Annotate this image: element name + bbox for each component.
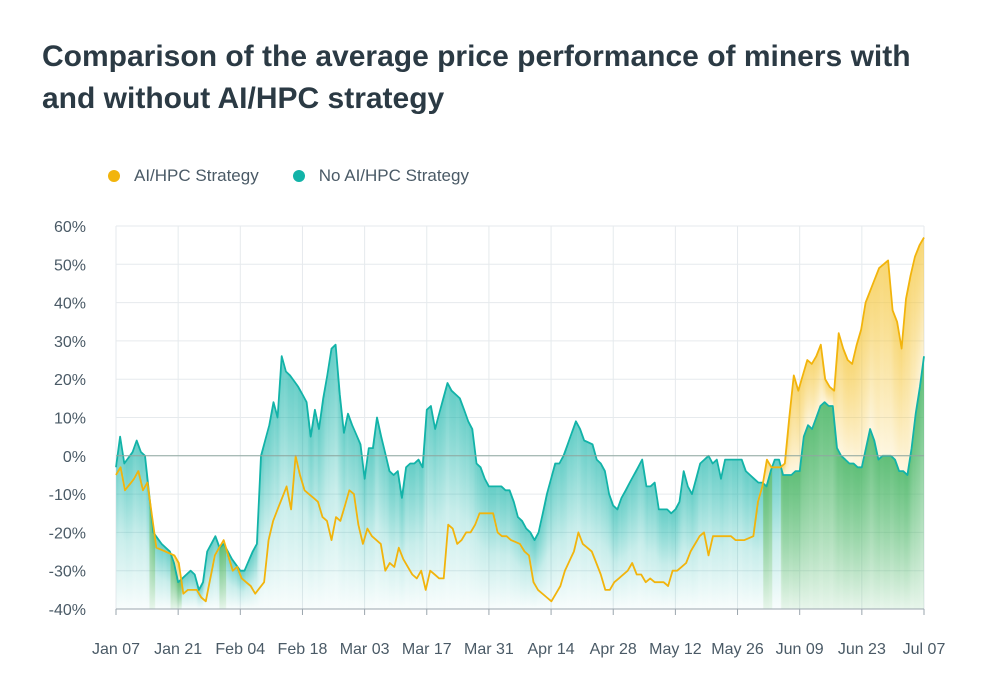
y-tick-label: 10% (54, 411, 86, 428)
y-tick-label: 30% (54, 334, 86, 351)
x-tick-label: Apr 28 (590, 641, 637, 658)
legend-item-no-ai-hpc[interactable]: No AI/HPC Strategy (292, 166, 469, 186)
y-tick-label: 20% (54, 372, 86, 389)
x-tick-label: Mar 03 (340, 641, 390, 658)
x-tick-label: Jun 23 (838, 641, 886, 658)
x-tick-label: Feb 04 (215, 641, 265, 658)
x-tick-label: Jul 07 (903, 641, 946, 658)
legend-label-no-ai-hpc: No AI/HPC Strategy (318, 166, 469, 185)
series-line-ai-hpc (115, 237, 925, 603)
chart-title: Comparison of the average price performa… (42, 40, 911, 115)
y-tick-label: 0% (63, 449, 86, 466)
x-tick-label: Feb 18 (278, 641, 328, 658)
x-tick-label: Jan 07 (92, 641, 140, 658)
series-line-no-ai-hpc (115, 343, 925, 591)
chart-legend: AI/HPC Strategy No AI/HPC Strategy (108, 166, 469, 186)
legend-item-ai-hpc[interactable]: AI/HPC Strategy (108, 166, 259, 186)
area-fill-shared (922, 358, 924, 609)
y-tick-label: -30% (49, 564, 86, 581)
y-tick-label: 60% (54, 219, 86, 236)
x-tick-label: Jun 09 (776, 641, 824, 658)
legend-marker-ai-hpc (108, 170, 120, 182)
x-tick-label: Mar 17 (402, 641, 452, 658)
y-tick-label: 40% (54, 296, 86, 313)
y-tick-label: -10% (49, 487, 86, 504)
x-tick-label: Jan 21 (154, 641, 202, 658)
x-tick-label: Mar 31 (464, 641, 514, 658)
area-fill-ai-lead (922, 237, 924, 365)
x-tick-label: May 26 (711, 641, 764, 658)
legend-marker-no-ai-hpc (292, 170, 305, 182)
x-tick-label: May 12 (649, 641, 702, 658)
x-tick-label: Apr 14 (528, 641, 575, 658)
y-tick-label: 50% (54, 257, 86, 274)
y-tick-label: -40% (49, 602, 86, 619)
y-tick-label: -20% (49, 525, 86, 542)
legend-label-ai-hpc: AI/HPC Strategy (134, 166, 259, 185)
